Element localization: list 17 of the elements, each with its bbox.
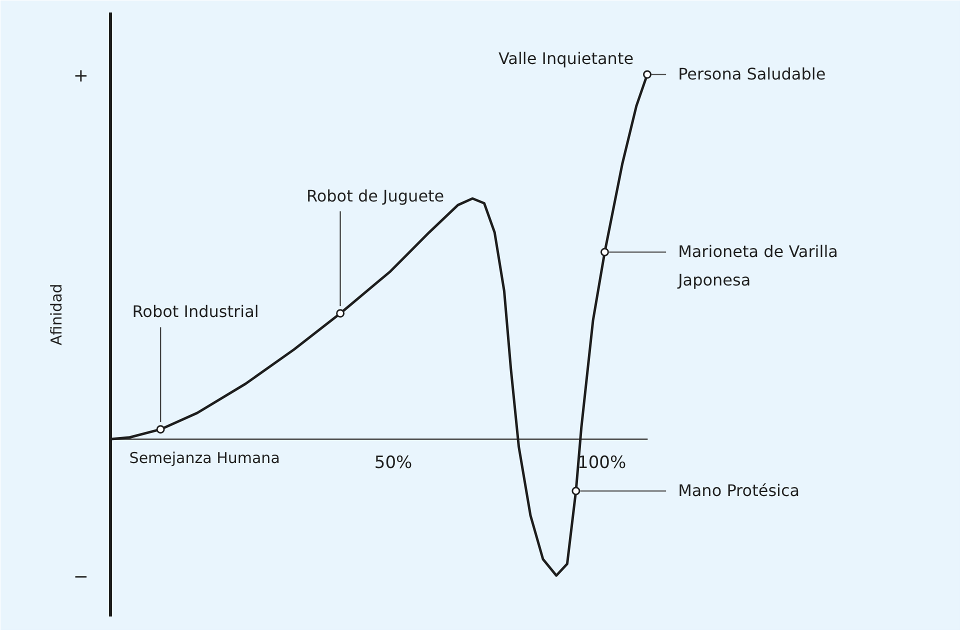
text: + bbox=[73, 65, 89, 86]
point bbox=[600, 248, 609, 256]
point bbox=[336, 309, 345, 318]
annotation: Persona Saludable bbox=[678, 64, 826, 84]
x-axis-title: Semejanza Humana bbox=[129, 449, 280, 468]
point bbox=[572, 486, 580, 496]
point bbox=[643, 70, 652, 79]
x-tick-label: 50% bbox=[374, 453, 412, 474]
y-axis-title: Afinidad bbox=[47, 284, 66, 346]
annotation: Robot Industrial bbox=[132, 302, 259, 322]
annotation: Marioneta de Varilla Japonesa bbox=[677, 242, 838, 290]
text: − bbox=[73, 566, 89, 588]
point bbox=[156, 425, 165, 434]
x-tick-label: 100% bbox=[578, 453, 626, 474]
annotation: Robot de Juguete bbox=[306, 186, 444, 206]
text: Valle Inquietante bbox=[498, 49, 634, 68]
annotation: Mano Protésica bbox=[678, 480, 800, 500]
